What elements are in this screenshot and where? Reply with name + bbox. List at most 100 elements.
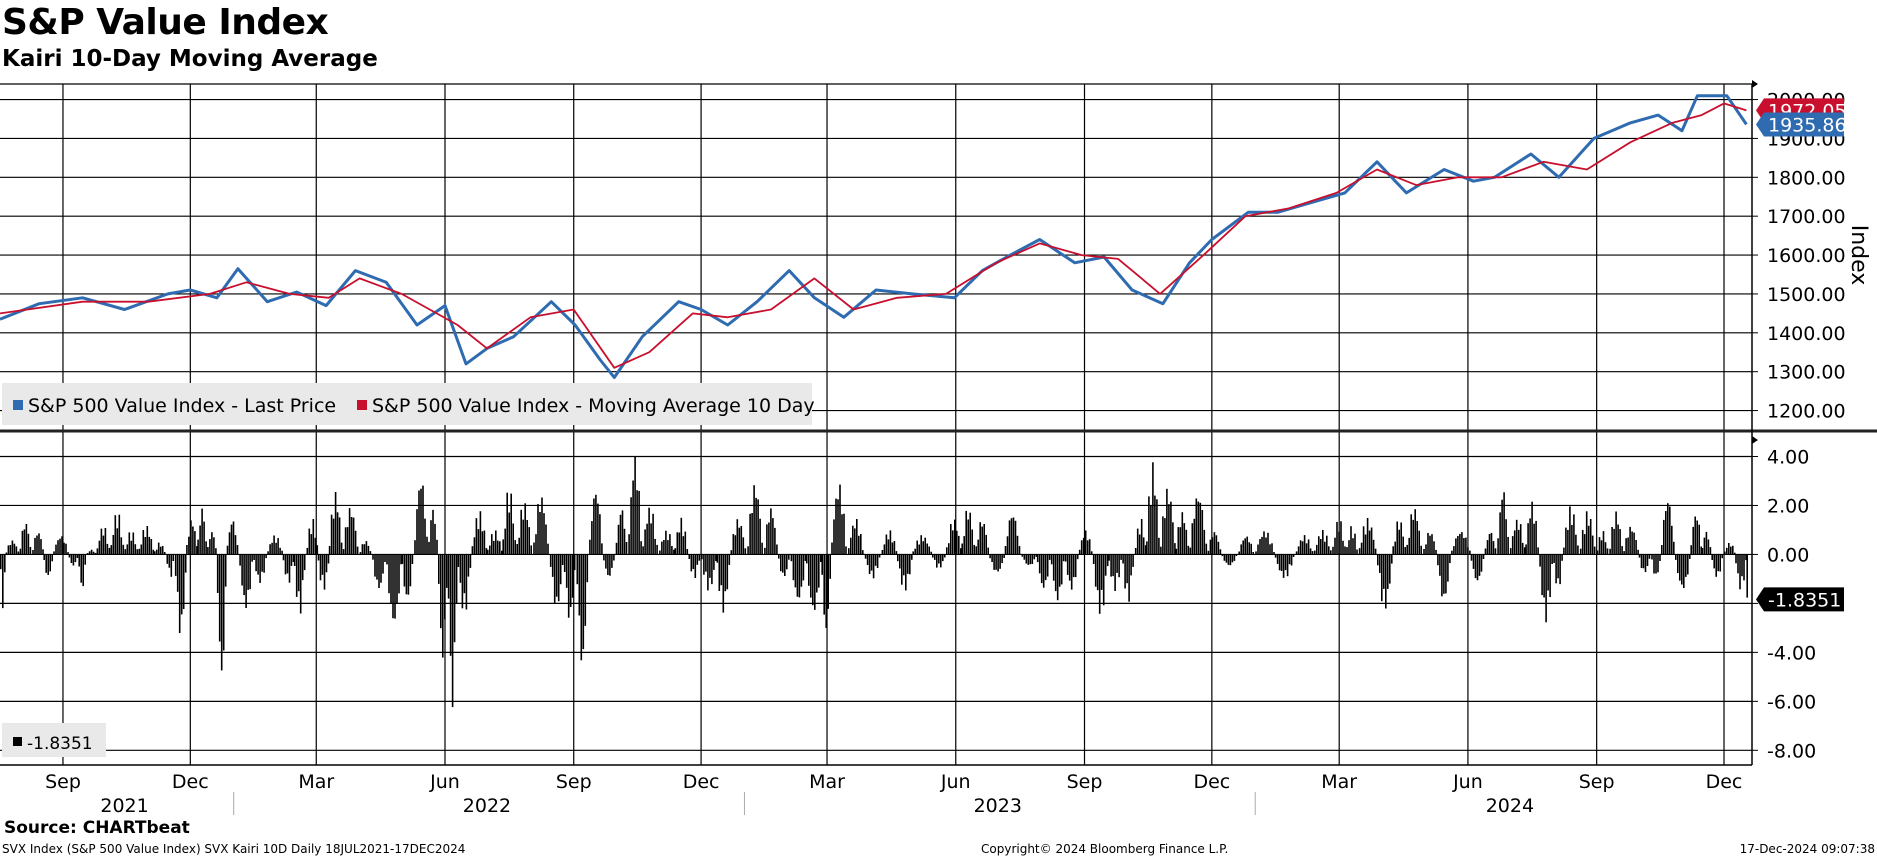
kairi-bar <box>638 490 640 555</box>
kairi-bar <box>690 554 693 572</box>
kairi-bar <box>1683 554 1685 588</box>
axes: 1200.00 1300.00 1400.00 1500.00 1600.00 1700.… <box>0 80 1877 815</box>
kairi-bar <box>1583 534 1586 555</box>
kairi-bar <box>257 554 259 575</box>
kairi-bar <box>1261 536 1263 555</box>
kairi-bar <box>553 554 556 604</box>
kairi-bar <box>455 554 458 604</box>
kairi-bar <box>1052 554 1055 581</box>
kairi-bar <box>850 537 852 555</box>
kairi-bar <box>401 554 404 564</box>
kairi-bar <box>247 554 249 590</box>
kairi-bar <box>432 509 434 555</box>
kairi-bar <box>1398 529 1400 555</box>
kairi-bar <box>772 518 774 555</box>
x-year-label: 2023 <box>974 795 1022 815</box>
kairi-bar <box>1278 554 1281 571</box>
kairi-bar <box>308 528 311 555</box>
kairi-bar <box>348 508 351 555</box>
kairi-bar <box>1617 524 1619 555</box>
kairi-bar <box>1324 541 1326 555</box>
kairi-bar <box>1054 554 1057 592</box>
kairi-bar <box>605 554 607 569</box>
kairi-bar <box>188 536 190 555</box>
kairi-bar <box>102 535 105 555</box>
kairi-bar <box>1372 539 1375 555</box>
kairi-bar <box>1096 554 1099 591</box>
kairi-bar <box>669 534 671 555</box>
kairi-bar <box>952 530 954 555</box>
kairi-bar <box>1585 511 1588 555</box>
kairi-bar <box>1600 540 1603 555</box>
kairi-bar <box>766 524 768 555</box>
kairi-bar <box>330 514 333 555</box>
kairi-bar <box>1263 531 1265 555</box>
kairi-bar <box>1611 527 1613 555</box>
kairi-bar <box>239 554 241 566</box>
kairi-bar <box>1439 554 1441 576</box>
kairi-bar <box>1692 526 1694 555</box>
kairi-bar <box>80 554 82 583</box>
kairi-bar <box>1354 533 1356 555</box>
kairi-bar <box>969 512 971 555</box>
kairi-bar <box>663 540 665 555</box>
kairi-bar <box>321 554 324 575</box>
kairi-bar <box>652 513 654 555</box>
kairi-bar <box>981 526 983 555</box>
kairi-bar <box>868 554 871 574</box>
kairi-bar <box>905 554 907 591</box>
kairi-bar <box>1044 554 1047 581</box>
kairi-bar <box>332 518 335 555</box>
kairi-bar <box>1118 554 1120 578</box>
kairi-bar <box>152 549 155 555</box>
x-month-label: Jun <box>429 771 460 793</box>
kairi-bar <box>1016 535 1019 555</box>
kairi-bar <box>293 554 296 566</box>
kairi-bar <box>744 548 747 555</box>
kairi-bar <box>90 549 93 555</box>
kairi-bar <box>1162 516 1164 555</box>
kairi-bar <box>1389 554 1391 584</box>
legend-kairi-swatch <box>13 737 22 746</box>
kairi-bar <box>831 542 833 555</box>
kairi-bar <box>108 547 111 555</box>
kairi-bar <box>172 554 175 561</box>
kairi-bar <box>1271 543 1273 555</box>
kairi-bar <box>361 544 364 555</box>
kairi-bar <box>1116 554 1118 573</box>
kairi-bar <box>524 503 526 555</box>
kairi-bar <box>483 530 486 555</box>
kairi-bar <box>376 554 378 580</box>
kairi-bar <box>1031 554 1034 564</box>
kairi-bar <box>1509 548 1512 555</box>
kairi-bar <box>359 552 362 555</box>
kairi-bar <box>116 528 119 555</box>
bottom-y-tick-label: 2.00 <box>1767 495 1809 517</box>
kairi-bar <box>1130 554 1132 576</box>
kairi-bar <box>434 523 436 555</box>
kairi-bar <box>25 524 28 555</box>
kairi-bar <box>1543 554 1545 598</box>
kairi-bar <box>623 528 626 555</box>
kairi-bar <box>858 535 860 555</box>
kairi-bar <box>749 513 751 555</box>
kairi-bar <box>1392 546 1394 555</box>
kairi-bar <box>1122 554 1124 564</box>
kairi-bar <box>55 544 57 555</box>
kairi-bar <box>887 539 890 555</box>
kairi-bar <box>589 539 591 555</box>
kairi-bar <box>259 554 261 583</box>
kairi-bar <box>617 524 620 555</box>
kairi-bar <box>380 554 382 583</box>
kairi-bar <box>705 554 707 572</box>
kairi-bar <box>352 517 355 555</box>
kairi-bar <box>696 554 699 565</box>
top-legend: S&P 500 Value Index - Last Price S&P 500… <box>2 383 815 425</box>
kairi-bar <box>271 542 273 555</box>
kairi-bar <box>317 554 320 561</box>
kairi-bar <box>821 554 823 575</box>
x-year-label: 2021 <box>100 795 148 815</box>
kairi-bar <box>1637 549 1639 555</box>
kairi-bar <box>1195 498 1198 555</box>
kairi-bar <box>279 547 281 555</box>
